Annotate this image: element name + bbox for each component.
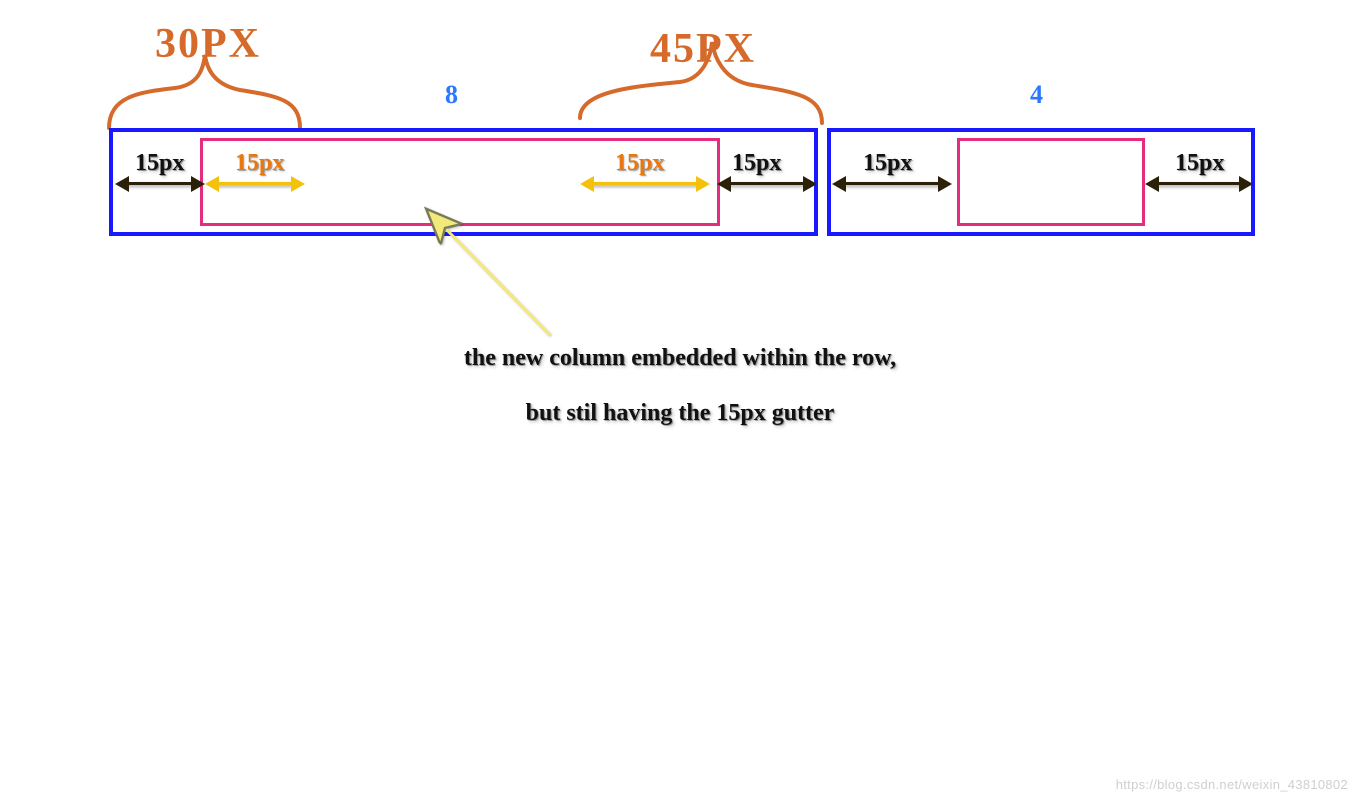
watermark: https://blog.csdn.net/weixin_43810802 [1116, 777, 1348, 792]
caption-line-1: the new column embedded within the row, [0, 345, 1360, 372]
diagram-stage: 30PX 45PX 8 4 15px 15px 15px 15px 15px 1… [0, 0, 1360, 800]
caption-line-2: but stil having the 15px gutter [0, 400, 1360, 427]
